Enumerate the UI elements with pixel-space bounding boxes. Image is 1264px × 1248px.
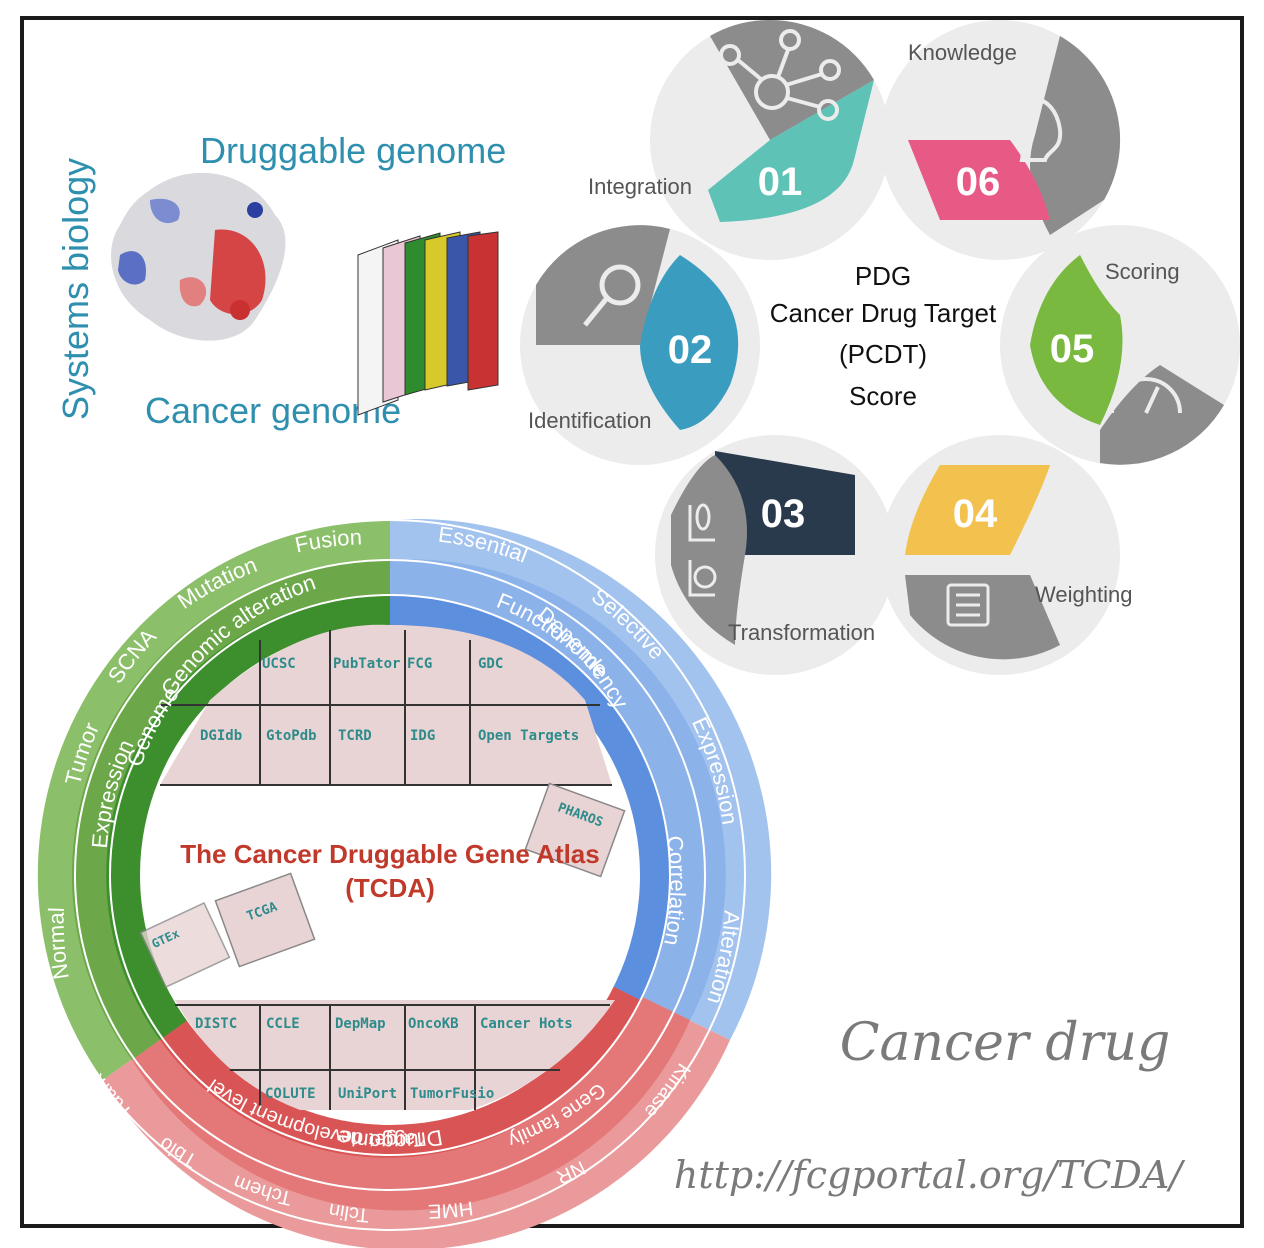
- step-05-label: Scoring: [1105, 259, 1180, 284]
- puzzle-band-top: [160, 624, 612, 786]
- step-01-number: 01: [758, 160, 803, 204]
- step-02-identification: 02: [520, 225, 760, 465]
- step-05-number: 05: [1050, 327, 1095, 371]
- cancer-drug-text: Cancer drug: [840, 1013, 1170, 1073]
- step-04-number: 04: [953, 492, 998, 536]
- puzzle-pubtator: PubTator: [333, 656, 400, 672]
- puzzle-ucsc: UCSC: [262, 656, 296, 672]
- step-03-transformation: 03: [655, 435, 895, 675]
- protein-structure-image: [111, 172, 286, 341]
- pcdt-line-3: (PCDT): [839, 339, 927, 369]
- puzzle-gtopdb: GtoPdb: [266, 728, 317, 744]
- pcdt-line-4: Score: [849, 381, 917, 411]
- puzzle-idg: IDG: [410, 728, 435, 744]
- puzzle-uniport: UniPort: [338, 1086, 397, 1102]
- step-02-number: 02: [668, 328, 713, 372]
- step-05-scoring: 05: [1000, 225, 1240, 465]
- pcdt-line-1: PDG: [855, 261, 911, 291]
- pcdt-line-2: Cancer Drug Target: [770, 298, 997, 328]
- step-01-integration: 01: [650, 19, 890, 260]
- calendar-icon: [946, 583, 990, 627]
- head-icon: [1012, 96, 1063, 162]
- pcdt-center-text: PDG Cancer Drug Target (PCDT) Score: [770, 261, 997, 411]
- step-02-label: Identification: [528, 408, 652, 433]
- puzzle-colute: COLUTE: [265, 1086, 316, 1102]
- figure-border: [20, 16, 1244, 1228]
- ring-hme: HME: [428, 1196, 475, 1222]
- tcda-atlas-wheel: UCSC PubTator FCG GDC DGIdb GtoPdb TCRD …: [34, 519, 772, 1248]
- systems-biology-label: Systems biology: [55, 158, 96, 420]
- step-01-label: Integration: [588, 174, 692, 199]
- puzzle-depmap: DepMap: [335, 1016, 386, 1032]
- gauge-icon: [1110, 377, 1182, 414]
- step-06-knowledge: 06: [880, 20, 1121, 260]
- ring-druggome: Druggome: [335, 1125, 444, 1155]
- step-04-weighting: 04: [880, 435, 1120, 675]
- puzzle-distc: DISTC: [195, 1016, 237, 1032]
- network-icon: [719, 29, 841, 121]
- step-03-label: Transformation: [728, 620, 875, 645]
- puzzle-dgidb: DGIdb: [200, 728, 242, 744]
- puzzle-piece-gtex: GTEx: [139, 902, 231, 988]
- atlas-subtitle: (TCDA): [345, 873, 435, 903]
- puzzle-ccle: CCLE: [266, 1016, 300, 1032]
- puzzle-piece-tcga: TCGA: [214, 872, 316, 968]
- puzzle-fcg: FCG: [407, 656, 432, 672]
- puzzle-tumorfusio: TumorFusio: [410, 1086, 494, 1102]
- puzzle-oncokb: OncoKB: [408, 1016, 459, 1032]
- puzzle-tcrd: TCRD: [338, 728, 372, 744]
- druggable-genome-label: Druggable genome: [200, 130, 506, 171]
- portal-url-text[interactable]: http://fcgportal.org/TCDA/: [674, 1153, 1185, 1197]
- step-06-label: Knowledge: [908, 40, 1017, 65]
- flask-icon: [688, 503, 717, 597]
- puzzle-open-targets: Open Targets: [478, 728, 579, 744]
- step-03-number: 03: [761, 492, 806, 536]
- atlas-title: The Cancer Druggable Gene Atlas: [180, 839, 599, 869]
- puzzle-piece-pharos: PHAROS: [524, 782, 626, 878]
- puzzle-cancer-hots: Cancer Hots: [480, 1016, 573, 1032]
- magnifier-icon: [583, 264, 641, 327]
- puzzle-band-bottom: [175, 1000, 615, 1110]
- step-04-label: Weighting: [1035, 582, 1132, 607]
- puzzle-gdc: GDC: [478, 656, 503, 672]
- step-06-number: 06: [956, 160, 1001, 204]
- cancer-genome-heatmaps: [357, 231, 499, 416]
